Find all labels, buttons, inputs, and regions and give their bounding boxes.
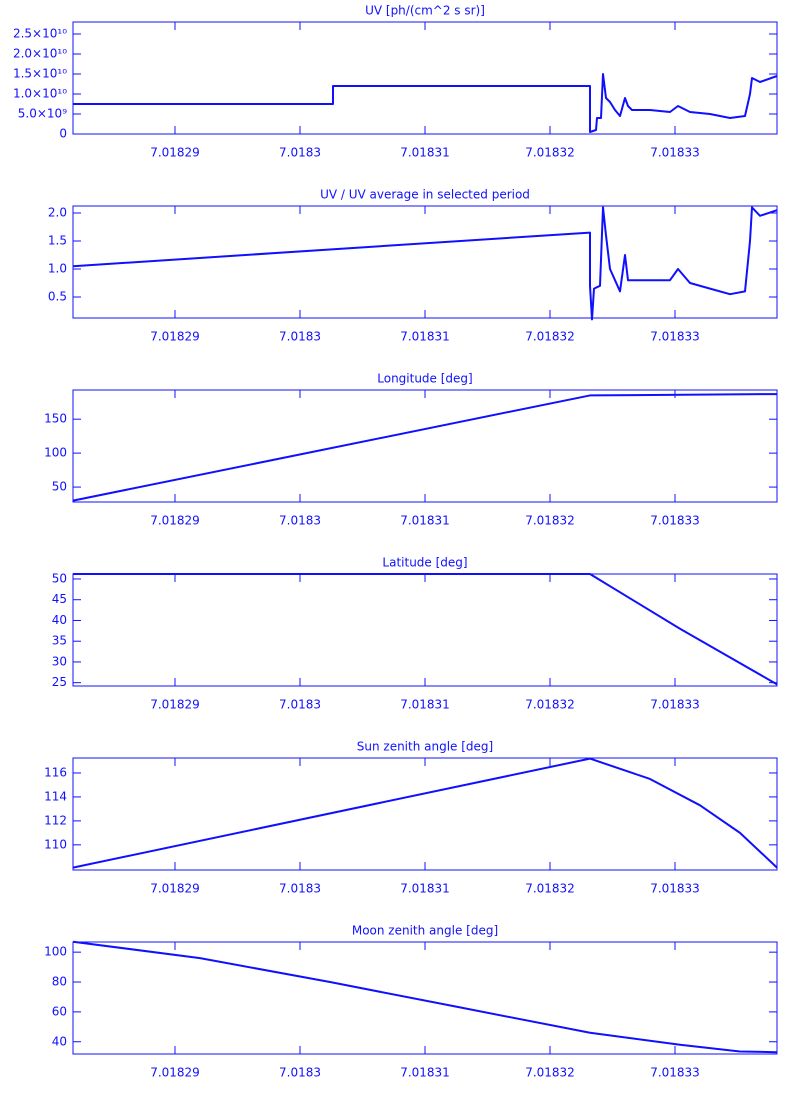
x-tick-label: 7.0183 — [279, 514, 321, 528]
y-tick-label: 5.0×10⁹ — [18, 107, 67, 121]
y-tick-label: 50 — [52, 480, 67, 494]
y-tick-label: 80 — [52, 975, 67, 989]
x-tick-label: 7.01832 — [525, 1066, 575, 1080]
x-tick-label: 7.01831 — [400, 1066, 450, 1080]
y-tick-label: 116 — [44, 765, 67, 779]
chart-title: UV / UV average in selected period — [320, 188, 530, 202]
y-tick-label: 35 — [52, 634, 67, 648]
x-tick-label: 7.01829 — [150, 146, 200, 160]
y-tick-label: 2.0×10¹⁰ — [13, 47, 67, 61]
x-tick-label: 7.0183 — [279, 698, 321, 712]
y-tick-label: 45 — [52, 592, 67, 606]
x-tick-label: 7.0183 — [279, 1066, 321, 1080]
data-line — [72, 940, 778, 1054]
y-tick-label: 1.5 — [48, 234, 67, 248]
chart-title: Moon zenith angle [deg] — [352, 924, 498, 938]
chart-title: Longitude [deg] — [377, 372, 472, 386]
x-tick-label: 7.0183 — [279, 146, 321, 160]
y-tick-label: 40 — [52, 1034, 67, 1048]
chart-title: Sun zenith angle [deg] — [357, 740, 493, 754]
y-tick-label: 30 — [52, 654, 67, 668]
y-tick-label: 25 — [52, 675, 67, 689]
x-tick-label: 7.01833 — [650, 146, 700, 160]
x-tick-label: 7.0183 — [279, 882, 321, 896]
x-tick-label: 7.01832 — [525, 698, 575, 712]
plot-frame — [72, 573, 778, 687]
x-tick-label: 7.01833 — [650, 698, 700, 712]
chart-title: UV [ph/(cm^2 s sr)] — [365, 4, 485, 18]
plot-frame — [72, 205, 778, 319]
y-tick-label: 2.0 — [48, 206, 67, 220]
y-tick-label: 60 — [52, 1004, 67, 1018]
x-tick-label: 7.01829 — [150, 514, 200, 528]
y-tick-label: 100 — [44, 446, 67, 460]
y-tick-label: 40 — [52, 613, 67, 627]
x-tick-label: 7.01831 — [400, 146, 450, 160]
y-tick-label: 50 — [52, 571, 67, 585]
chart-title: Latitude [deg] — [382, 556, 467, 570]
x-tick-label: 7.01832 — [525, 514, 575, 528]
x-tick-label: 7.01829 — [150, 698, 200, 712]
x-tick-label: 7.01833 — [650, 882, 700, 896]
data-line — [73, 73, 778, 133]
plot-frame — [72, 21, 778, 135]
y-tick-label: 110 — [44, 837, 67, 851]
plot-frame — [72, 757, 778, 871]
y-tick-label: 0 — [59, 127, 67, 141]
x-tick-label: 7.01829 — [150, 1066, 200, 1080]
y-tick-label: 1.5×10¹⁰ — [13, 67, 67, 81]
x-tick-label: 7.01832 — [525, 146, 575, 160]
y-tick-label: 150 — [44, 412, 67, 426]
x-tick-label: 7.01831 — [400, 882, 450, 896]
x-tick-label: 7.0183 — [279, 330, 321, 344]
y-tick-label: 2.5×10¹⁰ — [13, 27, 67, 41]
data-line — [72, 757, 778, 869]
data-line — [72, 393, 778, 502]
x-tick-label: 7.01832 — [525, 882, 575, 896]
x-tick-label: 7.01831 — [400, 330, 450, 344]
x-tick-label: 7.01833 — [650, 514, 700, 528]
y-tick-label: 114 — [44, 789, 67, 803]
data-line — [73, 573, 778, 686]
data-line — [72, 206, 778, 321]
plot-frame — [72, 941, 778, 1055]
x-tick-label: 7.01833 — [650, 330, 700, 344]
y-tick-label: 112 — [44, 813, 67, 827]
x-tick-label: 7.01831 — [400, 514, 450, 528]
x-tick-label: 7.01829 — [150, 330, 200, 344]
y-tick-label: 1.0×10¹⁰ — [13, 87, 67, 101]
x-tick-label: 7.01831 — [400, 698, 450, 712]
y-tick-label: 100 — [44, 945, 67, 959]
plot-frame — [72, 389, 778, 503]
y-tick-label: 1.0 — [48, 262, 67, 276]
x-tick-label: 7.01829 — [150, 882, 200, 896]
x-tick-label: 7.01832 — [525, 330, 575, 344]
x-tick-label: 7.01833 — [650, 1066, 700, 1080]
y-tick-label: 0.5 — [48, 290, 67, 304]
